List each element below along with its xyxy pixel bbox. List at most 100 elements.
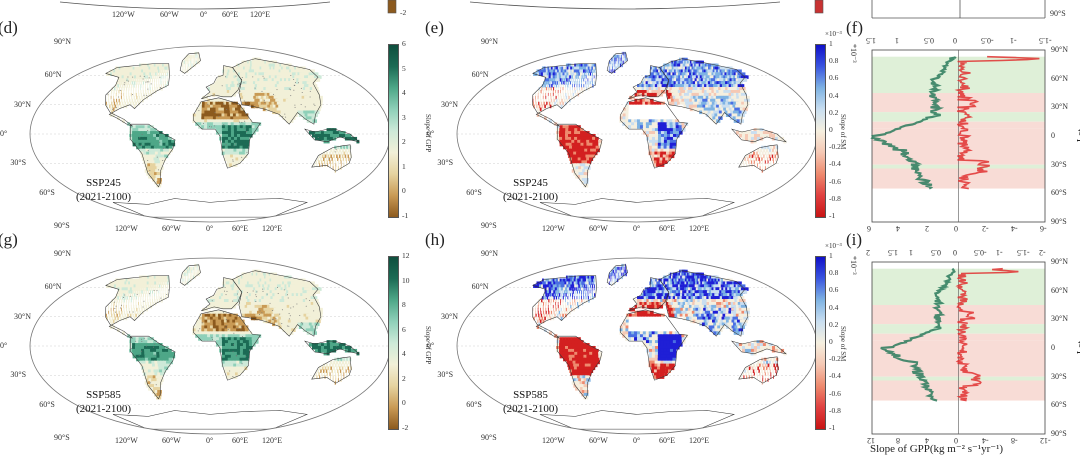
map-cell [670, 84, 675, 88]
map-cell [231, 313, 236, 318]
map-cell [221, 299, 225, 303]
map-cell [141, 134, 145, 138]
map-cell [110, 310, 112, 315]
coastline-namerica [105, 63, 170, 127]
map-cell [207, 310, 211, 315]
map-cell [584, 169, 590, 173]
map-cell [201, 122, 205, 126]
map-lon-label: 60°E [232, 224, 249, 233]
map-cell [151, 166, 156, 170]
map-cell [308, 343, 313, 347]
map-cell [224, 139, 229, 144]
map-cell [312, 107, 318, 112]
map-cell [285, 116, 290, 120]
map-cell [552, 104, 555, 109]
map-cell [587, 66, 590, 71]
map-cell [724, 104, 730, 109]
map-cell [576, 81, 578, 85]
map-cell [690, 101, 695, 106]
map-cell [315, 134, 319, 138]
map-cell [248, 128, 253, 132]
map-cell [326, 131, 331, 135]
significance-dot [241, 121, 243, 123]
map-cell [233, 75, 238, 79]
map-cell [260, 313, 266, 318]
map-cell [651, 69, 655, 73]
map-cell [537, 92, 539, 97]
map-cell [233, 328, 237, 332]
map-cell [238, 78, 243, 82]
map-cell [147, 145, 152, 150]
map-cell [254, 304, 259, 309]
map-cell [310, 104, 317, 109]
map-cell [624, 51, 626, 56]
map-cell [254, 92, 259, 97]
map-cell [114, 296, 117, 300]
map-cell [144, 66, 148, 71]
map-cell [111, 316, 114, 321]
map-cell [754, 134, 758, 138]
map-cell [760, 154, 762, 159]
map-cell [123, 310, 126, 315]
significance-dot [293, 89, 295, 91]
map-cell [571, 163, 577, 167]
map-cell [134, 66, 138, 71]
map-cell [239, 343, 244, 347]
map-cell [733, 110, 738, 115]
map-cell [244, 151, 248, 156]
map-cell [160, 66, 163, 71]
map-cell [125, 90, 127, 94]
map-cell [141, 72, 144, 76]
map-cell [232, 290, 237, 294]
map-cell [108, 98, 110, 103]
map-cell [572, 157, 577, 161]
map-cell [760, 148, 763, 153]
map-cell [669, 101, 674, 106]
map-cell [189, 57, 191, 62]
map-cell [311, 110, 317, 115]
map-cell [568, 78, 570, 82]
map-cell [585, 75, 587, 79]
map-cell [133, 104, 136, 109]
map-cell [240, 299, 245, 303]
map-cell [132, 78, 135, 82]
map-cell [671, 113, 676, 117]
map-cell [218, 81, 222, 85]
map-cell [589, 75, 591, 79]
map-cell [332, 343, 337, 347]
map-cell [343, 160, 345, 164]
map-cell [773, 163, 774, 167]
map-cell [140, 81, 142, 85]
map-cell [665, 78, 670, 82]
map-cell [568, 139, 573, 144]
map-cell [306, 69, 315, 73]
map-cell [241, 310, 246, 315]
map-cell [218, 313, 222, 318]
map-cell [220, 101, 225, 106]
map-cell [647, 81, 652, 85]
map-cell [234, 296, 239, 300]
map-cell [229, 316, 233, 321]
map-cell [759, 166, 761, 170]
map-cell [236, 290, 241, 294]
map-cell [248, 84, 253, 88]
map-cell [651, 131, 656, 135]
map-cell [144, 142, 149, 147]
map-cell [157, 66, 160, 71]
map-cell [713, 110, 718, 115]
map-cell [725, 107, 731, 112]
map-cell [233, 151, 237, 156]
map-cell [739, 134, 743, 138]
map-cell [341, 154, 344, 159]
map-cell [245, 354, 250, 359]
map-cell [577, 69, 580, 73]
map-cell [227, 304, 231, 309]
map-cell [341, 131, 346, 135]
map-cell [218, 322, 223, 327]
map-cell [236, 84, 241, 88]
map-cell [660, 131, 665, 135]
map-cell [117, 290, 121, 294]
map-cell [123, 87, 125, 91]
map-cell [238, 290, 243, 294]
map-cell [232, 107, 237, 112]
